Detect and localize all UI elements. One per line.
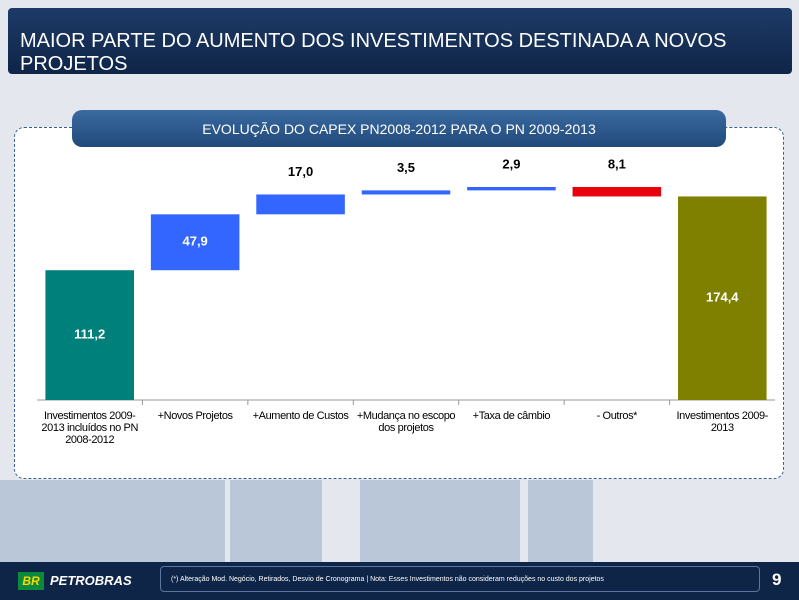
- bg-block: [0, 480, 225, 562]
- value-label: 17,0: [288, 164, 313, 179]
- logo-text: PETROBRAS: [50, 573, 132, 588]
- chart-panel: [14, 127, 784, 479]
- slide-title: MAIOR PARTE DO AUMENTO DOS INVESTIMENTOS…: [20, 30, 727, 75]
- category-label: +Aumento de Custos: [252, 410, 349, 422]
- value-label: 8,1: [608, 156, 626, 171]
- value-label: 174,4: [706, 290, 739, 305]
- bar: [150, 214, 240, 271]
- value-label: 47,9: [182, 234, 207, 249]
- chart-title: EVOLUÇÃO DO CAPEX PN2008-2012 PARA O PN …: [72, 110, 726, 147]
- bar: [572, 187, 662, 197]
- value-label: 3,5: [397, 160, 415, 175]
- bar: [678, 196, 767, 400]
- category-label: +Mudança no escopo dos projetos: [356, 410, 456, 434]
- bar: [45, 270, 134, 400]
- bg-block: [360, 480, 520, 562]
- bar: [361, 190, 451, 195]
- value-label: 2,9: [502, 156, 520, 171]
- value-label: 111,2: [74, 327, 105, 342]
- category-label: +Taxa de câmbio: [472, 410, 551, 422]
- category-label: +Novos Projetos: [157, 410, 233, 422]
- category-label: Investimentos 2009-2013 incluídos no PN …: [41, 410, 138, 446]
- category-label: Investimentos 2009-2013: [676, 410, 769, 434]
- bar: [256, 194, 345, 215]
- page-number: 9: [772, 570, 782, 589]
- chart: 111,2 47,9 17,0 3,5 2,9 8,1 174,4: [37, 156, 775, 405]
- logo-mark: BR: [18, 572, 44, 590]
- category-label: - Outros*: [596, 410, 638, 422]
- title-bar: [8, 8, 792, 74]
- bg-block: [528, 480, 593, 562]
- footer: [0, 562, 799, 600]
- footnote: (*) Alteração Mod. Negócio, Retirados, D…: [160, 566, 760, 592]
- bg-block: [230, 480, 322, 562]
- bar: [467, 187, 556, 191]
